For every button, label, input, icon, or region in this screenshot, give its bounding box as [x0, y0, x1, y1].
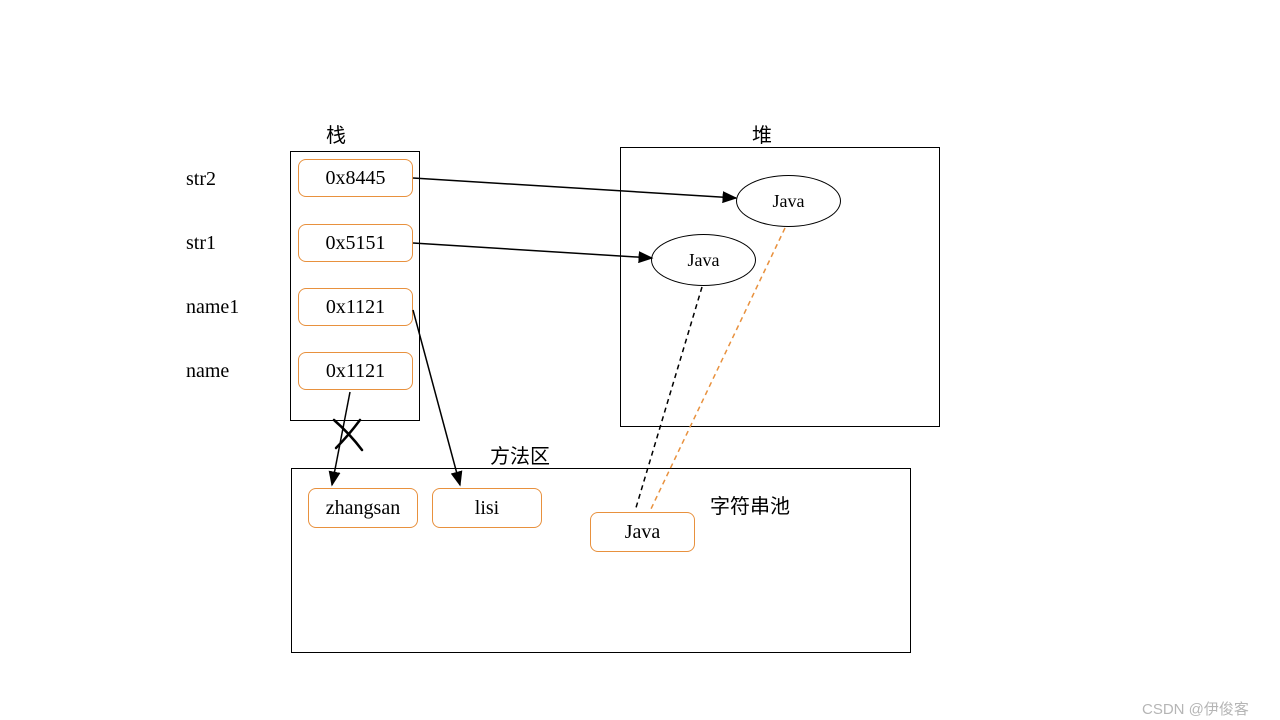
- stack-title: 栈: [326, 119, 346, 148]
- var-name: name: [186, 360, 229, 383]
- pool-zhangsan: zhangsan: [308, 488, 418, 528]
- cell-name1: 0x1121: [298, 288, 413, 326]
- cell-name: 0x1121: [298, 352, 413, 390]
- cross-stroke-1: [334, 420, 362, 450]
- heap-java1: Java: [651, 234, 756, 286]
- method-title: 方法区: [490, 440, 550, 469]
- var-str2: str2: [186, 168, 216, 191]
- arrow-name1-lisi: [413, 310, 460, 485]
- var-str1: str1: [186, 232, 216, 255]
- pool-lisi: lisi: [432, 488, 542, 528]
- cell-str1: 0x5151: [298, 224, 413, 262]
- var-name1: name1: [186, 296, 239, 319]
- pool-java: Java: [590, 512, 695, 552]
- arrow-str1-heap: [413, 243, 652, 258]
- cell-str2: 0x8445: [298, 159, 413, 197]
- pool-label: 字符串池: [710, 490, 790, 519]
- cross-stroke-2: [336, 420, 360, 448]
- heap-title: 堆: [752, 119, 772, 148]
- heap-java2: Java: [736, 175, 841, 227]
- watermark: CSDN @伊俊客: [1142, 698, 1249, 719]
